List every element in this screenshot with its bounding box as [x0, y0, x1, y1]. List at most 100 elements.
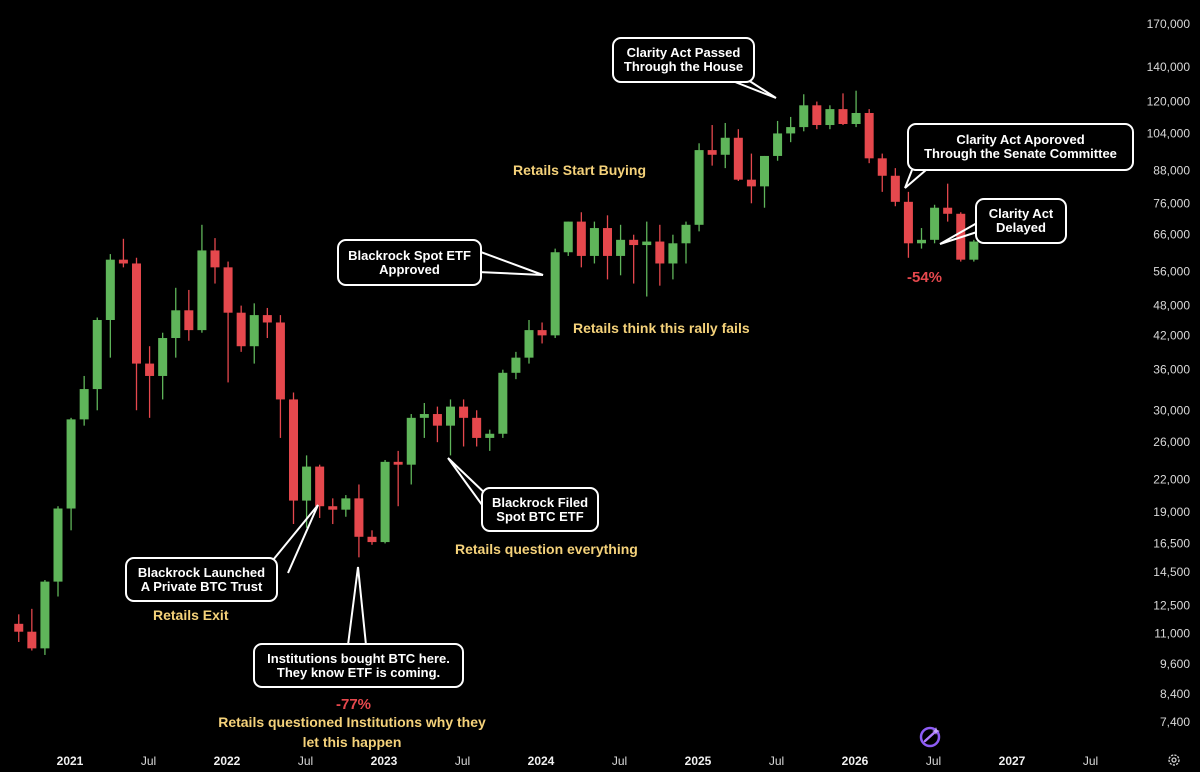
candle-body	[472, 417, 482, 438]
candle	[877, 153, 887, 192]
candle-body	[864, 112, 874, 159]
candle	[773, 120, 783, 161]
y-tick-label: 30,000	[1153, 403, 1190, 417]
candle-body	[485, 433, 495, 438]
candle-body	[40, 581, 50, 649]
candle	[367, 530, 377, 545]
leader-senate	[904, 169, 927, 189]
candle	[629, 234, 639, 284]
callout-delayed: Clarity Act Delayed	[975, 198, 1067, 244]
candle	[132, 257, 141, 411]
candle-body	[589, 228, 599, 256]
candle	[760, 155, 769, 208]
x-tick-label: Jul	[141, 754, 156, 768]
candle	[236, 305, 246, 352]
candle-body	[184, 310, 194, 331]
candle-body	[367, 536, 377, 543]
candle-body	[105, 259, 115, 320]
candle	[930, 204, 940, 244]
candle-body	[197, 250, 207, 331]
candle	[262, 307, 272, 339]
candle-body	[707, 150, 717, 155]
callout-leaders	[263, 79, 978, 646]
candle-body	[877, 158, 887, 176]
y-tick-label: 104,000	[1147, 126, 1191, 140]
x-axis: 2021 Jul 2022 Jul 2023 Jul 2024 Jul 2025 Jul 2026 J…	[57, 754, 1099, 768]
y-tick-label: 36,000	[1153, 363, 1190, 377]
candle	[66, 417, 76, 531]
leader-etf-approved	[477, 250, 544, 276]
x-tick-label: 2027	[999, 754, 1026, 768]
candle-body	[655, 241, 665, 264]
candle	[393, 450, 403, 507]
candle	[681, 221, 691, 264]
x-tick-label: 2024	[528, 754, 555, 768]
candle-body	[629, 239, 639, 246]
candle	[707, 125, 717, 166]
candle-body	[419, 414, 429, 418]
candle	[197, 224, 207, 333]
gear-icon[interactable]	[1167, 753, 1181, 767]
candle-body	[262, 315, 272, 323]
candle	[459, 399, 469, 447]
candle	[537, 322, 547, 344]
y-tick-label: 22,000	[1153, 472, 1190, 486]
candle	[53, 506, 63, 597]
x-tick-label: Jul	[769, 754, 784, 768]
candle	[171, 287, 181, 358]
candle	[799, 94, 809, 132]
leader-institutions	[347, 566, 367, 646]
candle-body	[14, 623, 24, 632]
x-tick-label: Jul	[298, 754, 313, 768]
y-tick-label: 7,400	[1160, 715, 1190, 729]
x-tick-label: 2023	[371, 754, 398, 768]
candle	[79, 375, 89, 426]
callout-institutions: Institutions bought BTC here. They know …	[253, 643, 464, 688]
y-tick-label: 76,000	[1153, 196, 1190, 210]
candle	[275, 315, 285, 438]
candle	[969, 239, 979, 262]
candle	[720, 122, 730, 169]
y-tick-label: 11,000	[1154, 627, 1190, 641]
candle	[302, 455, 312, 528]
drawdown-77: -77%	[336, 696, 372, 713]
candle-body	[930, 207, 940, 240]
y-tick-label: 42,000	[1153, 328, 1190, 342]
note-start-buying: Retails Start Buying	[513, 162, 647, 178]
candle-body	[812, 105, 822, 126]
candle	[917, 228, 926, 249]
candle	[249, 303, 259, 364]
candle-body	[341, 498, 351, 510]
candle-body	[27, 631, 37, 649]
y-tick-label: 170,000	[1147, 17, 1191, 31]
candle	[655, 224, 665, 286]
candle	[14, 614, 24, 642]
candle-body	[720, 137, 730, 155]
y-tick-label: 140,000	[1147, 60, 1191, 74]
candle	[511, 351, 521, 380]
y-tick-label: 88,000	[1153, 164, 1190, 178]
candle-body	[393, 461, 403, 465]
candle-body	[145, 363, 155, 376]
candle	[746, 153, 756, 204]
leader-private-trust	[263, 504, 319, 574]
candle-body	[773, 133, 783, 156]
candle	[668, 234, 678, 280]
candles-group	[14, 90, 979, 655]
candle	[524, 319, 534, 364]
candle-body	[511, 357, 521, 373]
x-tick-label: Jul	[455, 754, 470, 768]
candle-body	[406, 417, 416, 465]
y-tick-label: 12,500	[1153, 598, 1190, 612]
y-tick-label: 19,000	[1153, 505, 1190, 519]
candle	[380, 459, 390, 544]
x-tick-label: 2022	[214, 754, 241, 768]
candle-body	[681, 224, 691, 244]
candle-body	[289, 399, 298, 501]
y-tick-label: 14,500	[1153, 565, 1190, 579]
candle	[786, 116, 796, 143]
candle	[642, 221, 652, 297]
candle-body	[851, 112, 861, 125]
candle	[943, 183, 953, 222]
candle-body	[563, 221, 573, 253]
